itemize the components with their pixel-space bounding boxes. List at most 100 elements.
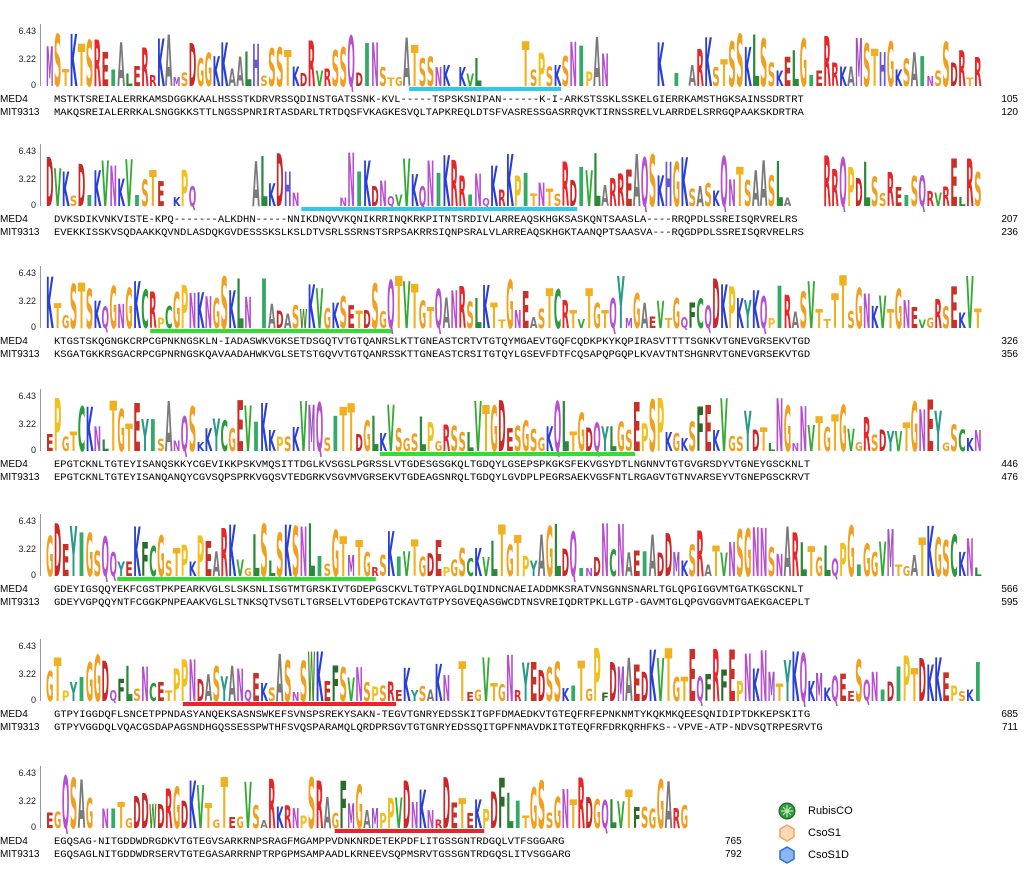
logo-letter: V <box>244 393 252 457</box>
logo-letter: V <box>403 146 411 212</box>
logo-letter: K <box>562 686 570 706</box>
end-position-mit9313: 356 <box>1001 349 1018 360</box>
logo-letter: M <box>855 26 863 92</box>
logo-letter: A <box>228 657 236 707</box>
logo-letter: D <box>276 306 284 334</box>
logo-letter: R <box>609 171 617 212</box>
logo-letter: K <box>657 32 665 92</box>
logo-letter: S <box>284 433 292 456</box>
logo-letter: Q <box>601 793 609 834</box>
logo-letter: N <box>451 281 459 334</box>
logo-letter: S <box>363 678 371 707</box>
logo-letter: E <box>133 390 141 457</box>
logo-letter: Y <box>617 262 625 334</box>
logo-letter: T <box>340 395 348 457</box>
logo-letter: S <box>903 52 911 92</box>
y-axis: 6.43 3.22 0 <box>6 262 36 334</box>
sequence-row-mit9313: MIT9313 GTPYVGGDQLVQACGSDAPAGSNDHGQSSESSP… <box>0 722 960 734</box>
logo-letter: V <box>125 148 133 212</box>
region-bar <box>379 452 635 456</box>
logo-letter: S <box>958 690 966 705</box>
logo-letter: Q <box>482 196 490 209</box>
logo-letter: A <box>530 314 538 332</box>
y-tick-label: 0 <box>30 200 36 210</box>
logo-letter: S <box>371 271 379 334</box>
logo-letter: Q <box>110 687 118 705</box>
logo-letter: C <box>609 542 617 582</box>
logo-letter: M <box>617 658 625 707</box>
logo-letter: R <box>831 57 839 92</box>
logo-letter: N <box>506 642 513 707</box>
logo-letter: T <box>919 528 927 582</box>
logo-letter: L <box>776 150 784 212</box>
logo-letter: E <box>927 385 935 457</box>
logo-letter: Q <box>609 290 617 334</box>
legend: RubisCO CsoS1 CsoS1D <box>776 800 853 866</box>
logo-letter: K <box>205 423 213 457</box>
logo-letter: K <box>958 309 966 334</box>
sequence-label: MED4 <box>0 584 28 595</box>
logo-letter: T <box>70 427 78 457</box>
logo-letter: P <box>950 682 958 707</box>
logo-letter: V <box>720 385 728 457</box>
logo-letter: R <box>308 28 316 92</box>
logo-letter: G <box>522 412 530 457</box>
logo-letter: T <box>205 797 213 834</box>
logo-letter: E <box>633 655 641 707</box>
logo-letter: G <box>435 439 443 455</box>
logo-letter: A <box>847 62 855 92</box>
logo-letter: S <box>379 63 387 92</box>
logo-letter: Y <box>744 293 752 334</box>
logo-letter: S <box>625 425 633 457</box>
logo-letter: K <box>554 60 562 92</box>
logo-letter: V <box>403 545 411 582</box>
end-position-med4: 566 <box>1001 584 1018 595</box>
logo-letter: K <box>403 659 411 707</box>
logo-letter: T <box>736 157 744 212</box>
logo-letter: T <box>340 526 348 582</box>
logo-letter: I <box>808 72 816 90</box>
logo-letter: K <box>276 801 284 834</box>
end-position-med4: 207 <box>1001 214 1018 225</box>
sequence-label: MIT9313 <box>0 597 40 608</box>
logo-letter: R <box>966 147 974 212</box>
logo-letter: P <box>839 534 847 582</box>
rubisco-icon <box>778 802 796 820</box>
logo-letter: D <box>609 651 617 707</box>
logo-letter: S <box>451 420 459 457</box>
sequence-row-mit9313: MIT9313 GDEYVGPQQYNTFCGGKPNPEAAKVGLSLTNKS… <box>0 597 960 609</box>
logo-letter: S <box>459 428 467 457</box>
logo-letter: S <box>554 191 562 210</box>
logo-letter: T <box>522 812 530 832</box>
alignment-block: 6.43 3.22 0 G T P Y I G G D Q F L S N C E T P P N D A S Y A N Q E K S A S… <box>0 635 1024 753</box>
logo-letter: T <box>546 184 554 212</box>
logo-letter: S <box>459 541 467 582</box>
logo-letter: G <box>530 777 538 834</box>
logo-letter: E <box>62 536 70 582</box>
logo-letter: S <box>760 27 768 92</box>
logo-letter: G <box>633 285 641 334</box>
logo-letter: E <box>728 635 736 707</box>
logo-letter: D <box>403 768 411 834</box>
logo-letter: I <box>363 32 371 92</box>
logo-letter: I <box>435 164 443 212</box>
logo-letter: Q <box>696 670 704 707</box>
logo-letter: T <box>681 670 689 707</box>
logo-letter: P <box>173 661 181 707</box>
logo-letter: Q <box>760 289 768 334</box>
logo-letter: G <box>451 556 459 582</box>
logo-letter: K <box>871 301 879 334</box>
logo-letter: K <box>173 194 181 209</box>
logo-letter: N <box>141 658 149 707</box>
logo-letter: T <box>54 647 62 707</box>
logo-letter: K <box>133 514 141 582</box>
logo-letter: V <box>316 278 324 334</box>
logo-letter: D <box>276 140 284 212</box>
logo-letter: S <box>847 308 855 334</box>
logo-letter: K <box>268 178 276 212</box>
sequence-row-mit9313: MIT9313 EVEKKISSKVSQDAAKKQVNDLASDQKGVDESS… <box>0 227 960 239</box>
logo-letter: S <box>546 62 554 92</box>
logo-letter: S <box>728 29 736 92</box>
logo-letter: K <box>474 542 482 582</box>
sequence-text: KSGATGKKRSGACRPCGPNRNGSKQAVAADAHWKVGLSET… <box>54 349 811 361</box>
